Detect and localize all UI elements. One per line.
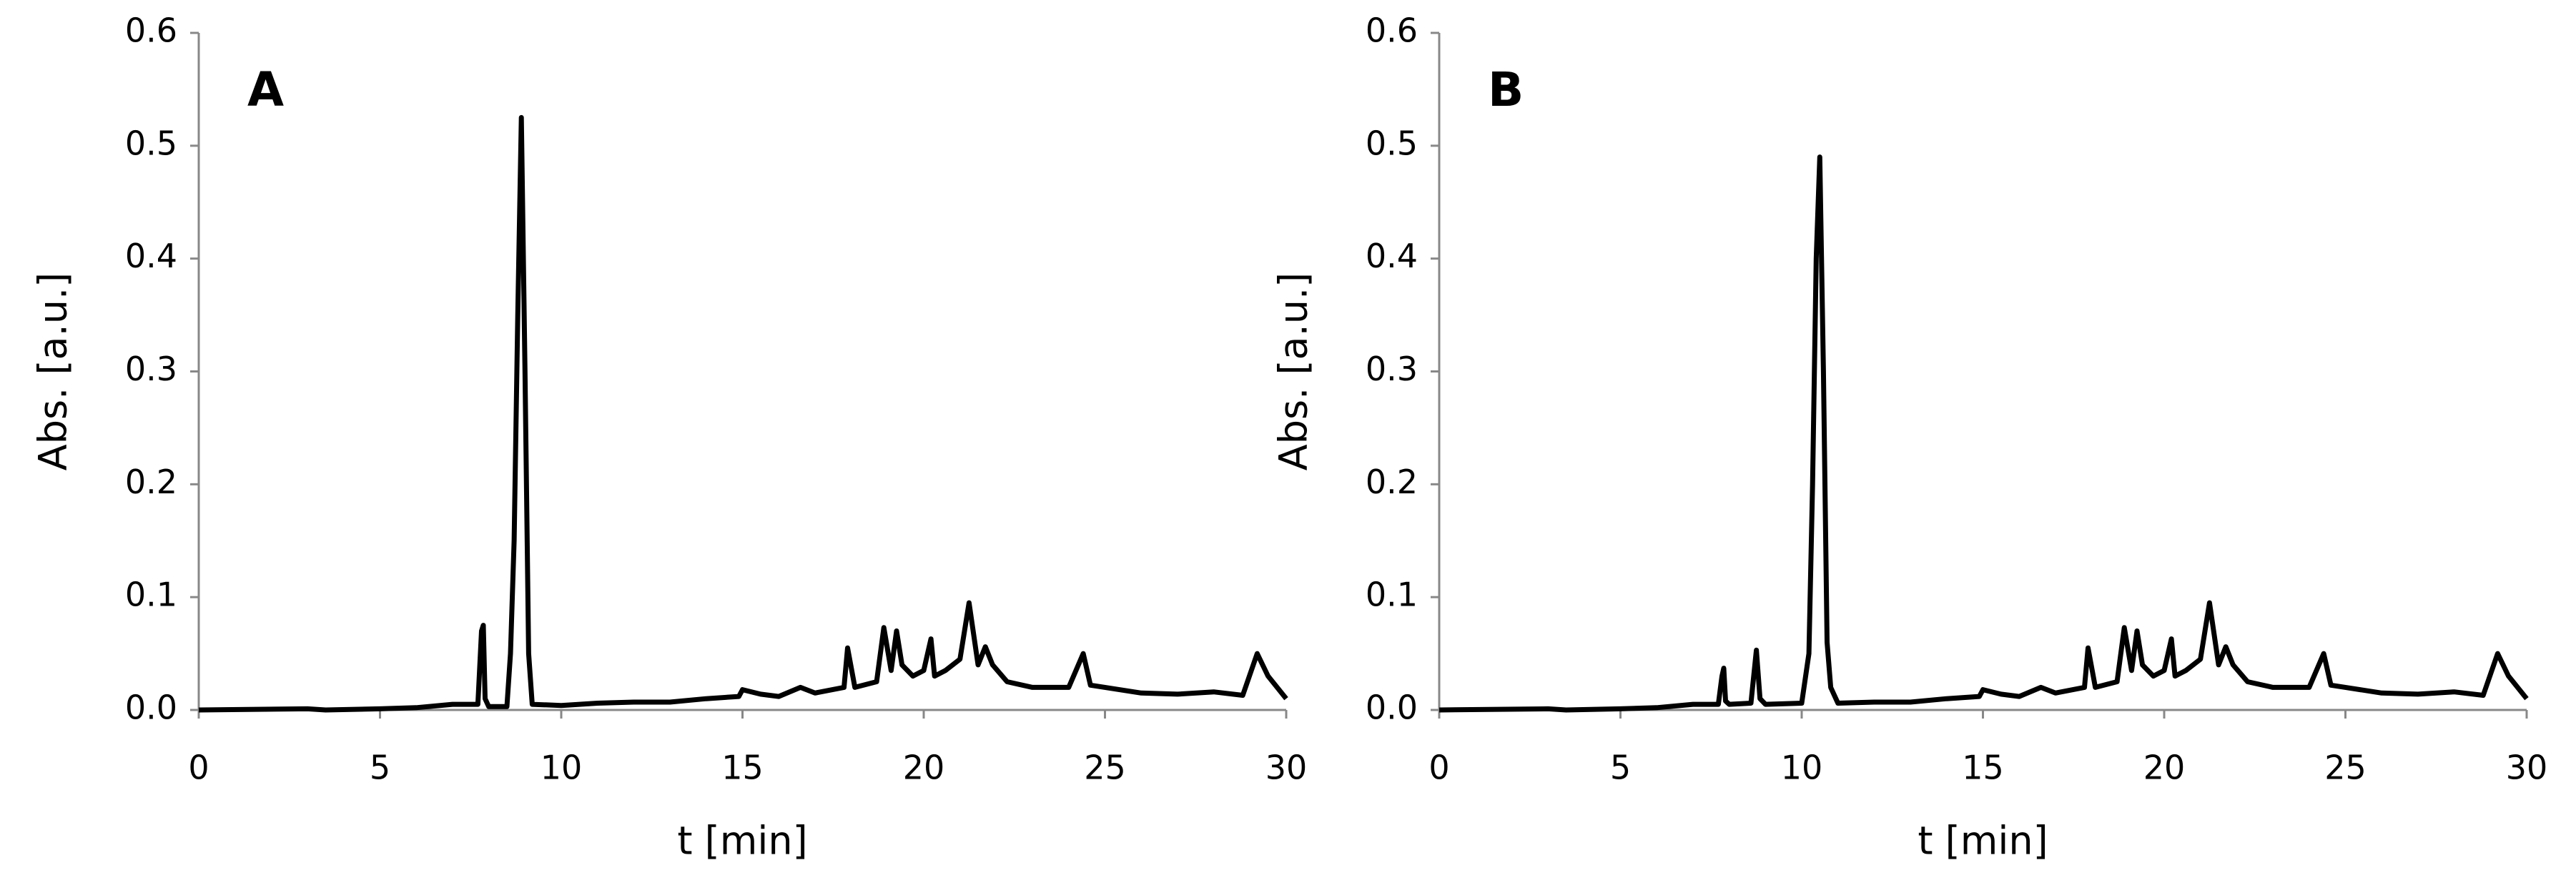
y-tick-label: 0.6 bbox=[1366, 11, 1418, 50]
panel-label: A bbox=[247, 62, 284, 117]
y-tick-label: 0.0 bbox=[1366, 689, 1418, 727]
y-tick-label: 0.5 bbox=[1366, 124, 1418, 162]
y-tick-label: 0.5 bbox=[125, 124, 177, 162]
x-tick-label: 25 bbox=[1084, 749, 1126, 787]
y-tick-label: 0.2 bbox=[125, 463, 177, 501]
x-tick-label: 10 bbox=[1781, 749, 1823, 787]
x-tick-label: 30 bbox=[2506, 749, 2548, 787]
y-tick-label: 0.2 bbox=[1366, 463, 1418, 501]
x-tick-label: 25 bbox=[2324, 749, 2367, 787]
x-tick-label: 15 bbox=[721, 749, 764, 787]
x-tick-label: 10 bbox=[541, 749, 583, 787]
x-tick-label: 5 bbox=[370, 749, 390, 787]
x-tick-label: 5 bbox=[1610, 749, 1631, 787]
panel-label: B bbox=[1488, 62, 1524, 117]
x-tick-label: 0 bbox=[188, 749, 209, 787]
y-tick-label: 0.4 bbox=[125, 237, 177, 275]
y-axis-label: Abs. [a.u.] bbox=[1271, 272, 1316, 470]
y-tick-label: 0.6 bbox=[125, 11, 177, 50]
y-tick-label: 0.1 bbox=[125, 576, 177, 614]
y-tick-label: 0.3 bbox=[125, 350, 177, 388]
x-axis-label: t [min] bbox=[1918, 819, 2048, 864]
y-tick-label: 0.1 bbox=[1366, 576, 1418, 614]
y-tick-label: 0.0 bbox=[125, 689, 177, 727]
x-tick-label: 0 bbox=[1428, 749, 1449, 787]
y-tick-label: 0.3 bbox=[1366, 350, 1418, 388]
x-axis-label: t [min] bbox=[677, 819, 807, 864]
x-tick-label: 30 bbox=[1265, 749, 1308, 787]
y-tick-label: 0.4 bbox=[1366, 237, 1418, 275]
x-tick-label: 20 bbox=[903, 749, 945, 787]
data-line bbox=[198, 114, 1288, 713]
x-tick-label: 15 bbox=[1962, 749, 2004, 787]
data-line bbox=[1438, 154, 2529, 713]
x-tick-label: 20 bbox=[2143, 749, 2186, 787]
y-axis-label: Abs. [a.u.] bbox=[31, 272, 76, 470]
